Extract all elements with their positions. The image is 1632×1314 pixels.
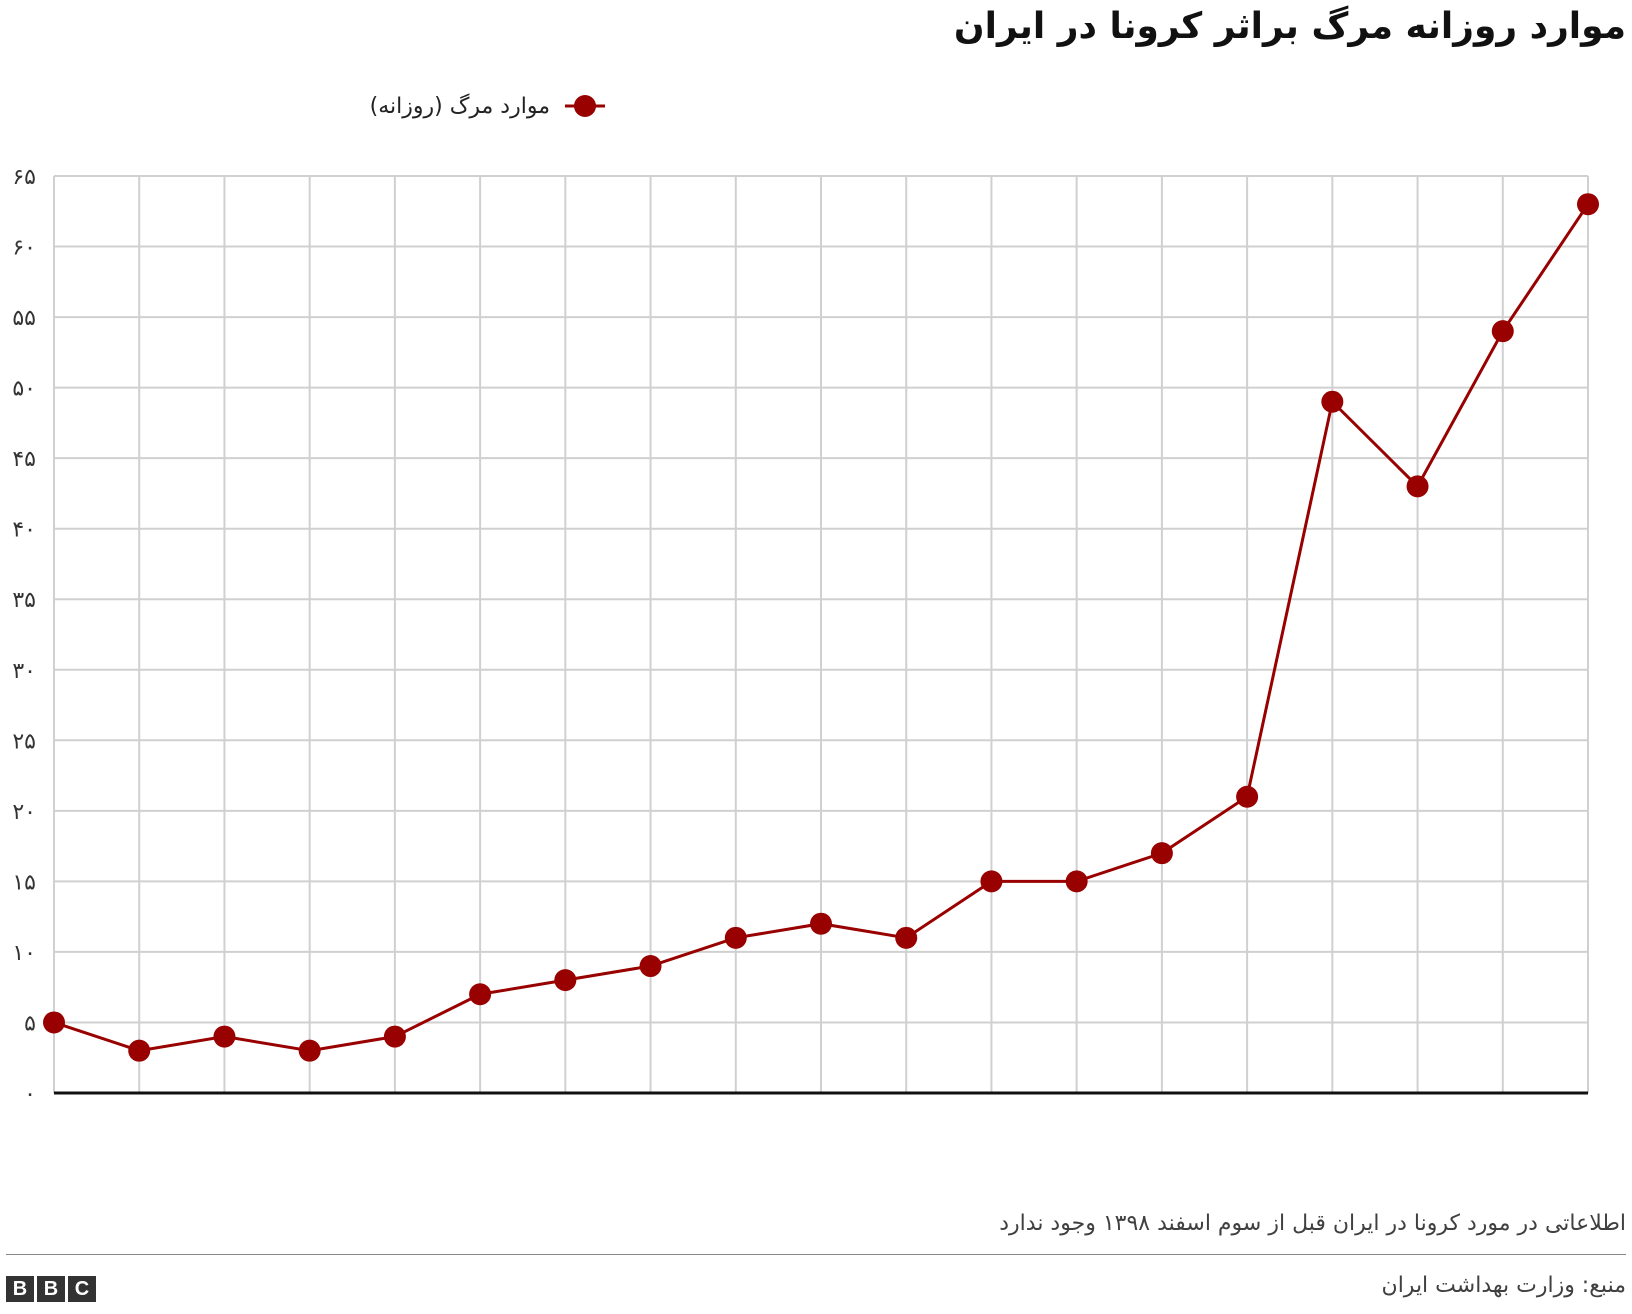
data-point bbox=[1150, 842, 1173, 865]
y-tick-label: ۲۵ bbox=[12, 729, 36, 754]
data-point bbox=[43, 1011, 65, 1034]
line-chart: ۰۵۱۰۱۵۲۰۲۵۳۰۳۵۴۰۴۵۵۰۵۵۶۰۶۵سوم اسفندپنجم … bbox=[12, 165, 1599, 1107]
bbc-logo-letter: C bbox=[68, 1276, 96, 1302]
chart-title: موارد روزانه مرگ براثر کرونا در ایران bbox=[953, 6, 1626, 47]
y-tick-label: ۴۵ bbox=[12, 447, 36, 472]
legend: موارد مرگ (روزانه) bbox=[360, 90, 610, 130]
data-point bbox=[724, 926, 747, 949]
y-tick-label: ۴۰ bbox=[12, 518, 36, 543]
data-point bbox=[383, 1025, 406, 1048]
data-point bbox=[639, 955, 662, 978]
data-point bbox=[1577, 193, 1599, 216]
data-point bbox=[810, 912, 832, 935]
y-tick-label: ۶۵ bbox=[12, 165, 36, 190]
data-point bbox=[895, 926, 918, 949]
data-point bbox=[1491, 320, 1514, 343]
data-point bbox=[1065, 870, 1088, 893]
data-point bbox=[1236, 785, 1259, 808]
footnote: اطلاعاتی در مورد کرونا در ایران قبل از س… bbox=[999, 1211, 1626, 1236]
source-note: منبع: وزارت بهداشت ایران bbox=[1381, 1273, 1626, 1298]
y-tick-label: ۳۵ bbox=[12, 588, 36, 613]
legend-swatch-icon bbox=[565, 95, 605, 117]
data-point bbox=[554, 969, 577, 992]
bbc-logo-letter: B bbox=[37, 1276, 65, 1302]
y-tick-label: ۶۰ bbox=[12, 236, 36, 261]
y-tick-label: ۳۰ bbox=[12, 659, 36, 684]
y-tick-label: ۵ bbox=[24, 1011, 36, 1036]
footer-divider bbox=[6, 1254, 1626, 1255]
y-tick-label: ۵۰ bbox=[12, 377, 36, 402]
bbc-logo: B B C bbox=[6, 1276, 96, 1302]
data-point bbox=[298, 1039, 321, 1062]
y-tick-label: ۵۵ bbox=[12, 306, 36, 331]
data-point bbox=[980, 870, 1003, 893]
data-point bbox=[469, 983, 492, 1006]
data-point bbox=[128, 1039, 151, 1062]
data-point bbox=[1321, 390, 1344, 413]
y-tick-label: ۱۰ bbox=[12, 941, 36, 966]
y-tick-label: ۰ bbox=[24, 1082, 36, 1107]
data-point bbox=[213, 1025, 236, 1048]
y-tick-label: ۲۰ bbox=[12, 800, 36, 825]
bbc-logo-letter: B bbox=[6, 1276, 34, 1302]
y-tick-label: ۱۵ bbox=[12, 870, 36, 895]
legend-label: موارد مرگ (روزانه) bbox=[369, 94, 550, 119]
data-point bbox=[1406, 475, 1429, 498]
